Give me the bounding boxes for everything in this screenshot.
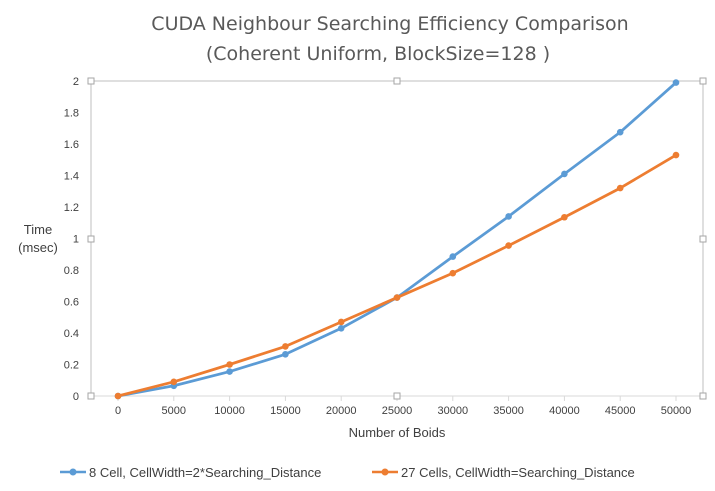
resize-handle[interactable] bbox=[393, 77, 401, 85]
data-point-series-2[interactable] bbox=[561, 213, 568, 221]
data-point-series-1[interactable] bbox=[226, 368, 233, 375]
x-tick-label: 20000 bbox=[326, 405, 357, 417]
y-axis-title-line1: Time bbox=[24, 222, 52, 237]
y-tick-label: 2 bbox=[73, 76, 79, 88]
resize-handle[interactable] bbox=[699, 235, 707, 243]
data-point-series-1[interactable] bbox=[616, 128, 624, 136]
data-point-series-2[interactable] bbox=[226, 361, 233, 368]
y-tick-label: 0.6 bbox=[64, 297, 79, 309]
x-tick-label: 0 bbox=[115, 405, 121, 417]
x-axis-title: Number of Boids bbox=[349, 425, 446, 440]
resize-handle[interactable] bbox=[87, 392, 95, 400]
x-tick-label: 15000 bbox=[270, 405, 301, 417]
y-tick-label: 0 bbox=[73, 391, 79, 403]
data-point-series-1[interactable] bbox=[449, 253, 457, 260]
resize-handle[interactable] bbox=[87, 235, 95, 243]
y-tick-label: 1.4 bbox=[64, 171, 79, 183]
legend-label-series-1: 8 Cell, CellWidth=2*Searching_Distance bbox=[89, 465, 321, 480]
x-tick-label: 25000 bbox=[382, 405, 413, 417]
x-tick-label: 40000 bbox=[549, 405, 580, 417]
x-tick-label: 10000 bbox=[214, 405, 245, 417]
data-point-series-1[interactable] bbox=[282, 350, 289, 358]
data-point-series-2[interactable] bbox=[337, 318, 345, 326]
resize-handle[interactable] bbox=[87, 77, 95, 85]
x-tick-label: 45000 bbox=[605, 405, 636, 417]
y-axis-title-line2: (msec) bbox=[18, 240, 58, 255]
y-tick-label: 0.4 bbox=[64, 328, 79, 340]
y-tick-label: 0.8 bbox=[64, 265, 79, 277]
chart-subtitle: (Coherent Uniform, BlockSize=128 ) bbox=[206, 43, 550, 65]
y-tick-label: 1.6 bbox=[64, 139, 79, 151]
data-point-series-1[interactable] bbox=[672, 79, 680, 86]
x-tick-label: 50000 bbox=[661, 405, 692, 417]
resize-handle[interactable] bbox=[393, 392, 401, 400]
data-point-series-2[interactable] bbox=[282, 343, 289, 350]
legend: 8 Cell, CellWidth=2*Searching_Distance 2… bbox=[60, 465, 635, 480]
data-point-series-2[interactable] bbox=[449, 269, 457, 277]
data-point-series-1[interactable] bbox=[561, 170, 568, 178]
legend-item-series-1[interactable]: 8 Cell, CellWidth=2*Searching_Distance bbox=[60, 465, 321, 480]
data-point-series-2[interactable] bbox=[114, 392, 122, 400]
data-point-series-1[interactable] bbox=[505, 213, 512, 220]
x-tick-label: 5000 bbox=[162, 405, 186, 417]
resize-handle[interactable] bbox=[699, 77, 707, 85]
chart-title: CUDA Neighbour Searching Efficiency Comp… bbox=[151, 13, 628, 35]
resize-handle[interactable] bbox=[699, 392, 707, 400]
data-point-series-2[interactable] bbox=[170, 378, 178, 386]
x-tick-label: 35000 bbox=[493, 405, 524, 417]
legend-label-series-2: 27 Cells, CellWidth=Searching_Distance bbox=[401, 465, 635, 480]
y-tick-label: 1 bbox=[73, 234, 79, 246]
legend-marker-series-1 bbox=[69, 468, 77, 476]
data-point-series-2[interactable] bbox=[616, 184, 624, 192]
y-tick-label: 1.2 bbox=[64, 202, 79, 214]
data-point-series-2[interactable] bbox=[393, 294, 401, 301]
x-tick-label: 30000 bbox=[438, 405, 469, 417]
legend-item-series-2[interactable]: 27 Cells, CellWidth=Searching_Distance bbox=[372, 465, 635, 480]
y-tick-label: 1.8 bbox=[64, 108, 79, 120]
plot-layer: 0 0.2 0.4 0.6 0.8 1 1.2 1.4 1.6 1.8 2 0 5000 10000 150… bbox=[64, 76, 707, 417]
data-point-series-2[interactable] bbox=[505, 242, 512, 249]
data-point-series-2[interactable] bbox=[672, 151, 680, 159]
y-tick-label: 0.2 bbox=[64, 360, 79, 372]
data-point-series-1[interactable] bbox=[337, 324, 345, 332]
legend-marker-series-2 bbox=[381, 468, 389, 476]
